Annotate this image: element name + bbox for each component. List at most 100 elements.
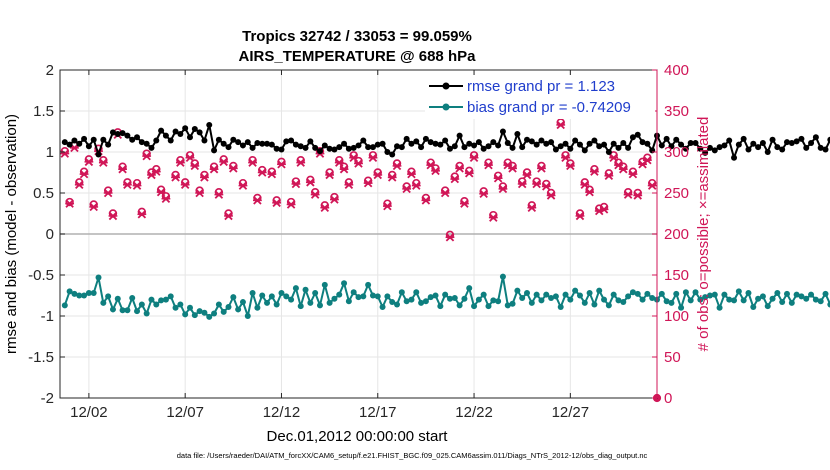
rmse-point xyxy=(774,144,781,151)
bias-point xyxy=(384,293,391,300)
bias-point xyxy=(326,299,333,306)
bias-point xyxy=(196,308,203,315)
y-tick-label-left: 1.5 xyxy=(33,103,54,120)
bias-point xyxy=(432,292,439,299)
obs-assimilated-point xyxy=(590,167,599,176)
rmse-point xyxy=(827,136,830,143)
rmse-point xyxy=(601,141,608,148)
bias-point xyxy=(803,295,810,302)
obs-assimilated-point xyxy=(556,120,566,130)
bias-point xyxy=(312,290,319,297)
rmse-point xyxy=(316,148,323,155)
bias-point xyxy=(471,303,478,310)
bias-point xyxy=(114,295,121,302)
bias-point xyxy=(336,291,343,298)
rmse-point xyxy=(297,143,304,150)
obs-assimilated-point xyxy=(180,180,190,190)
y-tick-label-right: 300 xyxy=(664,144,689,161)
y-tick-label-left: -1.5 xyxy=(28,349,54,366)
bias-point xyxy=(446,295,453,302)
rmse-point xyxy=(105,141,112,148)
bias-point xyxy=(528,299,535,306)
rmse-point xyxy=(292,141,299,148)
bias-point xyxy=(644,290,651,297)
bias-point xyxy=(755,295,762,302)
rmse-point xyxy=(548,139,555,146)
obs-assimilated-point xyxy=(224,211,233,221)
rmse-point xyxy=(798,135,805,142)
bias-point xyxy=(360,293,367,300)
data-file-footnote: data file: /Users/raeder/DAI/ATM_forcXX/… xyxy=(177,451,648,460)
bias-point xyxy=(235,306,242,313)
rmse-point xyxy=(764,149,771,155)
rmse-point xyxy=(345,145,352,152)
bias-point xyxy=(740,297,747,304)
rmse-point xyxy=(528,138,535,145)
bias-point xyxy=(268,293,275,300)
rmse-point xyxy=(533,141,540,148)
rmse-point xyxy=(668,143,675,150)
rmse-point xyxy=(451,143,458,150)
bias-point xyxy=(451,294,458,301)
bias-point xyxy=(278,290,285,297)
obs-assimilated-point xyxy=(565,161,575,171)
bias-point xyxy=(793,291,800,298)
y-tick-label-left: 1 xyxy=(46,144,54,161)
rmse-point xyxy=(427,139,434,146)
bias-point xyxy=(162,296,169,303)
obs-assimilated-point xyxy=(440,188,450,198)
rmse-point xyxy=(634,131,641,138)
rmse-point xyxy=(259,140,266,147)
rmse-point xyxy=(711,147,718,154)
rmse-point xyxy=(326,145,333,152)
bias-point xyxy=(543,291,550,298)
rmse-point xyxy=(543,140,550,147)
bias-point xyxy=(572,287,579,294)
rmse-point xyxy=(129,136,136,143)
bias-point xyxy=(596,287,603,294)
rmse-point xyxy=(215,136,222,143)
bias-point xyxy=(480,291,487,298)
obs-assimilated-point xyxy=(527,203,537,212)
rmse-point xyxy=(822,146,829,153)
obs-assimilated-point xyxy=(310,190,320,199)
rmse-point xyxy=(220,140,227,147)
bias-point xyxy=(206,313,213,320)
bias-point xyxy=(100,299,107,306)
rmse-point xyxy=(211,147,218,154)
y-tick-label-left: -2 xyxy=(41,390,54,407)
rmse-point xyxy=(81,135,88,142)
bias-point xyxy=(124,307,131,314)
bias-point xyxy=(297,303,304,310)
bias-point xyxy=(331,295,338,302)
obs-assimilated-point xyxy=(508,164,517,173)
rmse-point xyxy=(186,134,193,141)
obs-assimilated-point xyxy=(382,201,392,211)
rmse-point xyxy=(76,140,83,147)
obs-assimilated-point xyxy=(339,164,349,174)
rmse-point xyxy=(446,145,453,152)
series-layer xyxy=(61,121,830,320)
obs-assimilated-point xyxy=(363,178,373,188)
bias-point xyxy=(215,301,222,308)
rmse-point xyxy=(61,139,68,146)
obs-assimilated-point xyxy=(580,180,590,190)
bias-point xyxy=(495,298,502,305)
bias-point xyxy=(389,299,396,306)
rmse-point xyxy=(90,136,97,143)
bias-point xyxy=(581,299,588,306)
legend-bias-marker xyxy=(442,103,450,111)
obs-assimilated-point xyxy=(84,157,94,167)
bias-point xyxy=(466,285,473,292)
bias-point xyxy=(798,293,805,300)
rmse-point xyxy=(538,137,545,144)
obs-assimilated-point xyxy=(532,179,542,189)
rmse-point xyxy=(273,145,280,152)
bias-point xyxy=(567,296,574,303)
bias-point xyxy=(697,296,704,303)
obs-assimilated-point xyxy=(195,188,205,198)
obs-assimilated-point xyxy=(151,167,161,176)
bias-point xyxy=(745,290,752,297)
bias-point xyxy=(827,301,830,308)
obs-assimilated-point xyxy=(344,180,354,190)
